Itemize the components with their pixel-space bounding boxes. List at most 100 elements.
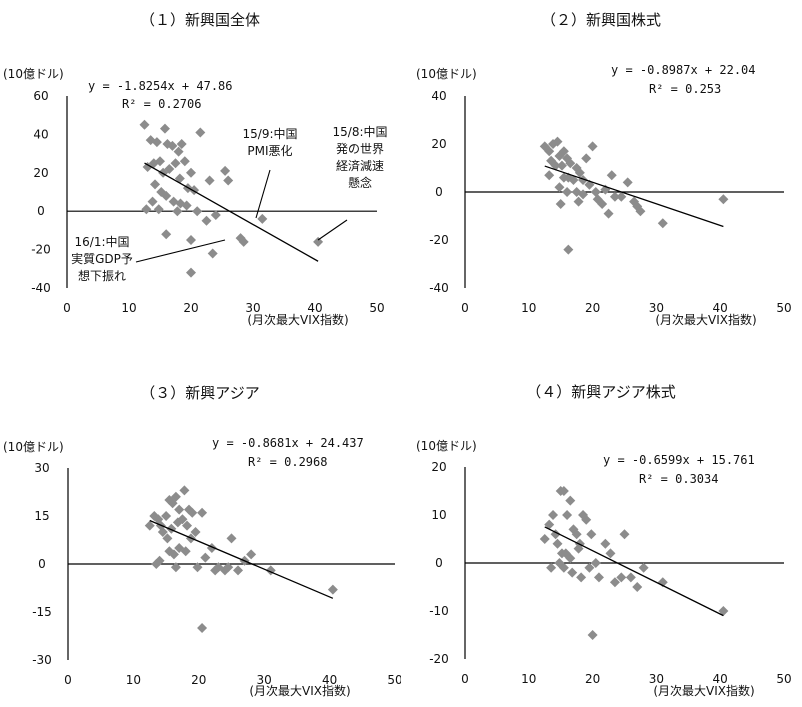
- y-tick-label: 40: [33, 127, 48, 141]
- data-point: [568, 175, 579, 185]
- data-point: [718, 606, 729, 616]
- annotation-text: 15/8:中国: [333, 124, 388, 139]
- data-point: [192, 562, 203, 573]
- data-point: [586, 529, 597, 540]
- data-point: [182, 520, 193, 531]
- data-point: [173, 146, 184, 157]
- data-point: [578, 189, 589, 200]
- data-point: [587, 141, 598, 152]
- data-point: [179, 156, 190, 167]
- x-axis-label: (月次最大VIX指数): [249, 683, 350, 698]
- data-point: [550, 160, 561, 171]
- x-tick-label: 20: [191, 673, 206, 687]
- data-point: [246, 549, 257, 560]
- x-tick-label: 50: [387, 673, 401, 687]
- y-tick-label: -20: [429, 233, 449, 247]
- x-tick-label: 40: [307, 301, 322, 315]
- x-tick-label: 0: [461, 301, 469, 315]
- regression-equation: y = -1.8254x + 47.86: [88, 79, 233, 93]
- data-point: [657, 218, 668, 229]
- annotation-text: 実質GDP予: [71, 251, 133, 266]
- x-tick-label: 30: [649, 672, 664, 686]
- data-point: [605, 548, 616, 559]
- data-point: [164, 546, 175, 557]
- y-tick-label: 20: [431, 460, 446, 474]
- x-tick-label: 40: [713, 672, 728, 686]
- x-tick-label: 10: [126, 673, 141, 687]
- data-point: [187, 507, 198, 518]
- data-point: [565, 495, 576, 506]
- y-unit-label: (10億ドル): [416, 67, 477, 81]
- data-point: [625, 572, 636, 583]
- data-point: [186, 167, 196, 178]
- annotation-text: PMI悪化: [247, 144, 292, 158]
- data-point: [571, 529, 582, 540]
- x-tick-label: 50: [776, 301, 791, 315]
- data-point: [170, 491, 181, 502]
- data-point: [186, 235, 196, 245]
- chart-emerging-asia: （３）新興アジア (10億ドル) -30 -15 0 15 30 0 10 20 30 40 50 (月次…: [3, 384, 401, 698]
- data-point: [587, 630, 598, 640]
- chart-emerging-asia-equity: （４）新興アジア株式 (10億ドル) -20 -10 0 10 20 0 10 20 30 40 50 (…: [416, 383, 792, 698]
- data-point: [213, 562, 224, 573]
- data-point: [638, 562, 649, 573]
- annotation-leader-line: [135, 239, 226, 263]
- data-point: [155, 156, 165, 167]
- data-point: [177, 514, 188, 525]
- data-point: [159, 123, 170, 134]
- data-point: [223, 562, 234, 573]
- data-point: [609, 191, 620, 202]
- data-point: [603, 208, 614, 219]
- data-point: [563, 244, 574, 255]
- x-axis-label: (月次最大VIX指数): [653, 683, 754, 698]
- y-tick-label: 20: [431, 137, 446, 151]
- x-tick-label: 10: [121, 301, 136, 315]
- data-point: [600, 538, 611, 549]
- y-tick-label: -30: [32, 653, 52, 667]
- data-point: [539, 534, 550, 544]
- y-tick-label: 0: [37, 204, 45, 218]
- data-point: [144, 520, 155, 531]
- data-point: [567, 567, 578, 578]
- data-point: [200, 552, 211, 563]
- data-point: [597, 199, 608, 209]
- x-tick-label: 20: [183, 301, 198, 315]
- regression-equation: y = -0.8987x + 22.04: [611, 63, 756, 77]
- chart-title: （４）新興アジア株式: [526, 383, 675, 401]
- trend-line: [149, 519, 334, 599]
- r-squared: R² = 0.3034: [639, 472, 718, 486]
- r-squared: R² = 0.2968: [248, 455, 327, 469]
- data-point: [544, 519, 555, 530]
- regression-equation: y = -0.6599x + 15.761: [603, 453, 755, 467]
- data-point: [170, 158, 181, 169]
- data-point: [606, 170, 617, 181]
- y-unit-label: (10億ドル): [3, 67, 64, 81]
- chart-title: （１）新興国全体: [140, 11, 260, 29]
- data-point: [616, 572, 627, 583]
- data-point: [593, 572, 604, 583]
- x-tick-label: 20: [585, 301, 600, 315]
- data-point: [554, 151, 565, 161]
- x-tick-label: 30: [649, 301, 664, 315]
- data-point: [204, 175, 215, 186]
- x-tick-label: 10: [521, 301, 536, 315]
- data-point: [167, 140, 178, 151]
- data-point: [581, 514, 592, 525]
- data-point: [616, 191, 627, 202]
- data-point: [233, 565, 244, 576]
- data-point: [207, 248, 218, 259]
- data-point: [632, 201, 643, 212]
- annotation-text: 発の世界: [336, 142, 384, 156]
- data-point: [552, 136, 563, 147]
- data-point: [201, 215, 212, 226]
- data-point: [162, 533, 173, 544]
- data-point: [210, 210, 221, 221]
- data-point: [571, 163, 582, 173]
- data-point: [560, 548, 571, 559]
- data-point: [544, 146, 555, 157]
- data-point: [568, 524, 579, 535]
- data-point: [151, 559, 162, 569]
- data-point: [265, 565, 276, 576]
- chart-title: （２）新興国株式: [541, 11, 661, 29]
